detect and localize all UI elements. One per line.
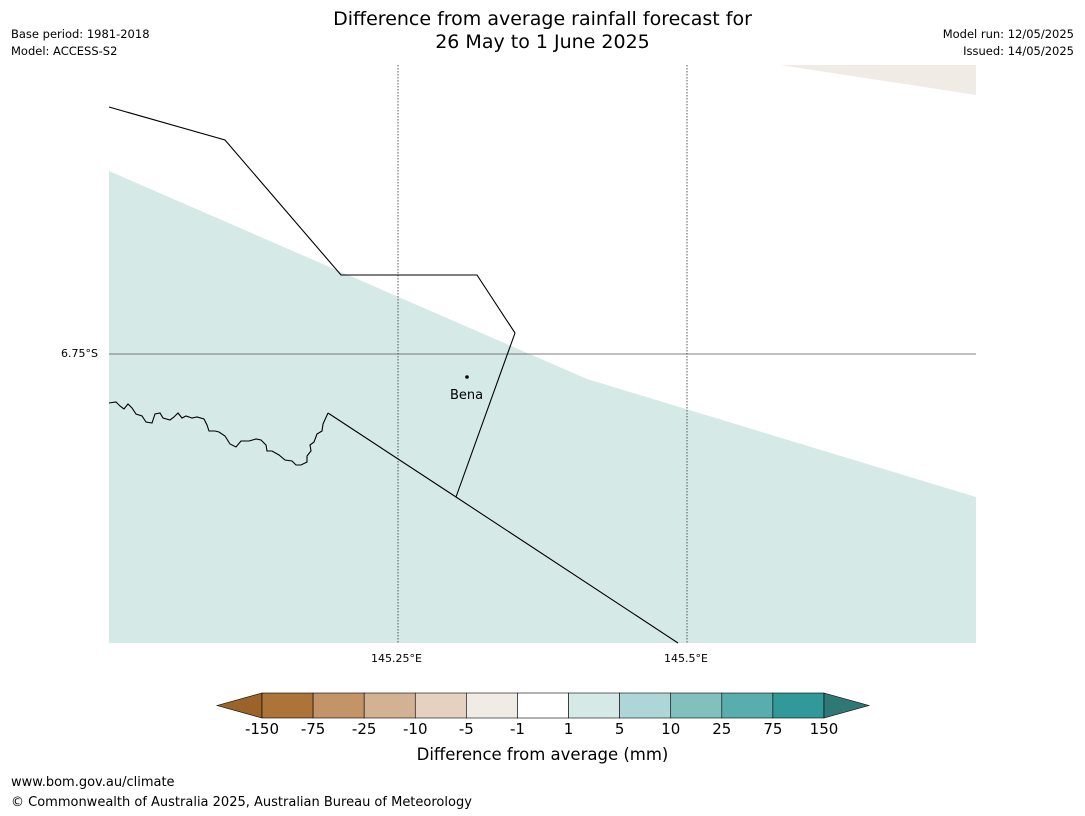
- model-run: Model run: 12/05/2025: [942, 27, 1074, 41]
- colorbar-segment: [670, 692, 723, 719]
- colorbar-tick-label: -5: [458, 720, 474, 738]
- colorbar-segment: [721, 692, 774, 719]
- colorbar-segment: [312, 692, 365, 719]
- colorbar-segment: [517, 692, 569, 719]
- colorbar-tick-label: -25: [351, 720, 377, 738]
- colorbar-tick-label: -75: [300, 720, 326, 738]
- colorbar-segment: [261, 692, 314, 719]
- colorbar-tick-label: 25: [712, 720, 732, 738]
- colorbar-tick-label: 150: [809, 720, 839, 738]
- colorbar-tick-label: -10: [403, 720, 428, 738]
- chart-title: Difference from average rainfall forecas…: [0, 8, 1085, 54]
- province-boundary-north: [108, 106, 516, 498]
- colorbar-segment: [414, 692, 467, 719]
- place-label: Bena: [450, 388, 484, 403]
- meta-right: Model run: 12/05/2025 Issued: 14/05/2025: [943, 26, 1074, 60]
- model-name: Model: ACCESS-S2: [11, 44, 118, 58]
- footer-url[interactable]: www.bom.gov.au/climate: [11, 775, 175, 790]
- colorbar-extend-low: [215, 692, 263, 719]
- colorbar-tick-label: -150: [244, 720, 280, 738]
- colorbar-tick-label: 10: [661, 720, 681, 738]
- colorbar-segment: [619, 692, 672, 719]
- colorbar-tick-label: 1: [563, 720, 574, 738]
- town-marker: [465, 375, 469, 379]
- colorbar-extend-high: [823, 692, 871, 719]
- footer-copyright: © Commonwealth of Australia 2025, Austra…: [11, 795, 472, 810]
- title-line-2: 26 May to 1 June 2025: [435, 31, 650, 53]
- lon-label-2: 145.5°E: [664, 652, 708, 665]
- title-line-1: Difference from average rainfall forecas…: [333, 8, 752, 30]
- lon-label-1: 145.25°E: [371, 652, 422, 665]
- colorbar-segment: [568, 692, 620, 719]
- meta-left: Base period: 1981-2018 Model: ACCESS-S2: [11, 26, 150, 60]
- colorbar-tick-label: 75: [763, 720, 783, 738]
- colorbar-title: Difference from average (mm): [416, 745, 669, 764]
- zone-light-beige: [780, 65, 976, 95]
- province-boundary-south: [327, 412, 679, 644]
- base-period: Base period: 1981-2018: [11, 27, 150, 41]
- issued-date: Issued: 14/05/2025: [963, 44, 1074, 58]
- colorbar-segment: [363, 692, 416, 719]
- colorbar-segment: [466, 692, 518, 719]
- zone-light-teal: [109, 171, 976, 643]
- river-boundary: [108, 401, 329, 466]
- colorbar-tick-label: -1: [509, 720, 525, 738]
- colorbar-segment: [772, 692, 825, 719]
- lat-label: 6.75°S: [61, 347, 98, 360]
- colorbar-tick-label: 5: [614, 720, 625, 738]
